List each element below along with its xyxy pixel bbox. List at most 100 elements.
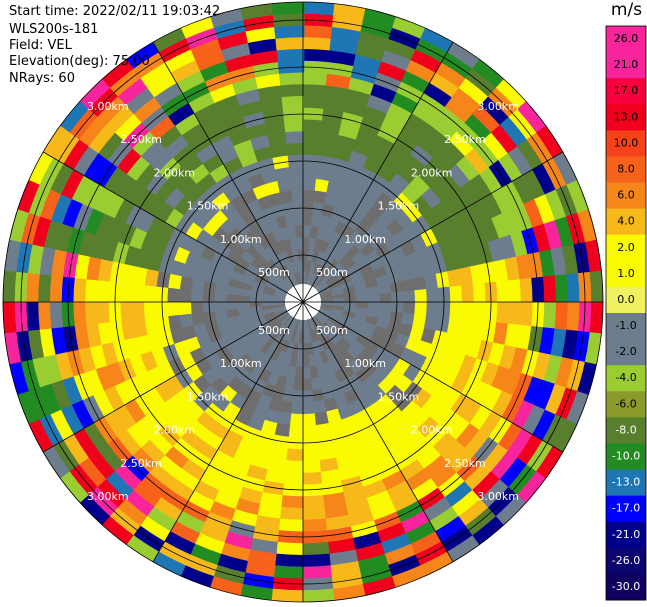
azimuth-spoke	[152, 301, 304, 563]
velocity-cell	[347, 359, 363, 375]
velocity-cell	[366, 439, 389, 459]
velocity-cell	[384, 38, 417, 61]
velocity-cell	[538, 249, 556, 279]
velocity-cell	[188, 133, 213, 155]
velocity-cell	[444, 97, 474, 124]
ring-label: 2.00km	[411, 166, 453, 179]
velocity-cell	[291, 342, 299, 356]
velocity-cell	[293, 272, 300, 285]
velocity-cell	[178, 301, 192, 315]
velocity-cell	[561, 244, 579, 276]
velocity-cell	[148, 431, 174, 456]
velocity-cell	[343, 306, 357, 314]
velocity-cell	[317, 155, 335, 170]
velocity-cell	[359, 116, 384, 136]
velocity-cell	[400, 312, 415, 326]
velocity-cell	[190, 301, 204, 314]
velocity-cell	[278, 265, 289, 278]
velocity-cell	[167, 273, 183, 290]
velocity-cell	[297, 248, 304, 261]
velocity-cell	[338, 275, 353, 286]
velocity-cell	[507, 302, 522, 326]
velocity-cell	[330, 26, 362, 44]
velocity-cell	[229, 270, 244, 282]
velocity-cell	[329, 231, 342, 246]
velocity-cell	[270, 347, 282, 362]
velocity-cell	[39, 245, 56, 276]
velocity-cell	[424, 273, 439, 290]
velocity-cell	[62, 433, 89, 465]
velocity-cell	[51, 248, 68, 277]
velocity-cell	[174, 369, 194, 389]
velocity-cell	[469, 222, 489, 247]
velocity-cell	[383, 543, 416, 566]
velocity-cell	[532, 163, 557, 196]
velocity-cell	[431, 201, 452, 224]
velocity-cell	[93, 186, 115, 214]
velocity-cell	[359, 328, 374, 341]
velocity-cell	[538, 327, 555, 356]
velocity-cell	[332, 293, 345, 300]
velocity-cell	[302, 413, 316, 427]
velocity-cell	[180, 458, 206, 481]
velocity-cell	[282, 263, 292, 277]
velocity-cell	[71, 398, 95, 429]
velocity-cell	[237, 294, 251, 302]
velocity-cell	[114, 380, 135, 406]
velocity-cell	[219, 368, 236, 386]
velocity-cell	[381, 49, 413, 72]
velocity-cell	[406, 113, 433, 136]
velocity-cell	[309, 330, 316, 343]
velocity-cell	[202, 301, 215, 313]
velocity-cell	[325, 73, 352, 90]
velocity-cell	[491, 124, 519, 155]
velocity-cell	[351, 318, 366, 329]
velocity-cell	[136, 209, 156, 233]
velocity-cells	[2, 1, 604, 603]
velocity-cell	[458, 318, 474, 339]
velocity-cell	[355, 302, 369, 310]
velocity-cell	[103, 191, 126, 219]
velocity-cell	[112, 240, 130, 265]
velocity-cell	[412, 215, 432, 235]
velocity-cell	[154, 401, 177, 425]
velocity-cell	[131, 446, 158, 473]
velocity-cell	[318, 309, 331, 318]
velocity-cell	[458, 266, 474, 287]
velocity-cell	[469, 319, 485, 341]
ring-label: 1.00km	[344, 357, 386, 370]
velocity-cell	[123, 121, 151, 149]
velocity-cell	[387, 320, 402, 334]
velocity-cell	[214, 94, 241, 114]
velocity-cell	[338, 318, 352, 330]
velocity-cell	[414, 302, 428, 316]
velocity-cell	[16, 389, 40, 425]
velocity-cell	[354, 457, 378, 477]
velocity-cell	[78, 456, 107, 488]
velocity-cell	[320, 298, 334, 303]
velocity-cell	[326, 180, 342, 196]
velocity-cell	[279, 506, 303, 521]
velocity-cell	[429, 402, 451, 426]
colorbar-tick-label: 17.0	[614, 84, 639, 97]
velocity-cell	[167, 287, 180, 302]
velocity-cell	[143, 284, 157, 302]
velocity-cell	[84, 278, 99, 302]
velocity-cell	[136, 163, 160, 188]
velocity-cell	[322, 270, 335, 283]
velocity-cell	[176, 70, 207, 94]
velocity-cell	[412, 313, 427, 329]
velocity-cell	[322, 321, 335, 334]
velocity-cell	[157, 221, 176, 243]
colorbar-tick-label: -2.0	[615, 345, 636, 358]
colorbar-swatch	[606, 443, 646, 471]
velocity-cell	[319, 131, 340, 147]
velocity-cell	[32, 215, 52, 247]
velocity-cell	[286, 365, 297, 379]
velocity-cell	[327, 332, 339, 346]
velocity-cell	[264, 408, 280, 424]
velocity-cell	[167, 356, 186, 376]
velocity-cell	[401, 183, 422, 205]
velocity-cell	[329, 358, 342, 373]
velocity-cell	[256, 503, 282, 519]
